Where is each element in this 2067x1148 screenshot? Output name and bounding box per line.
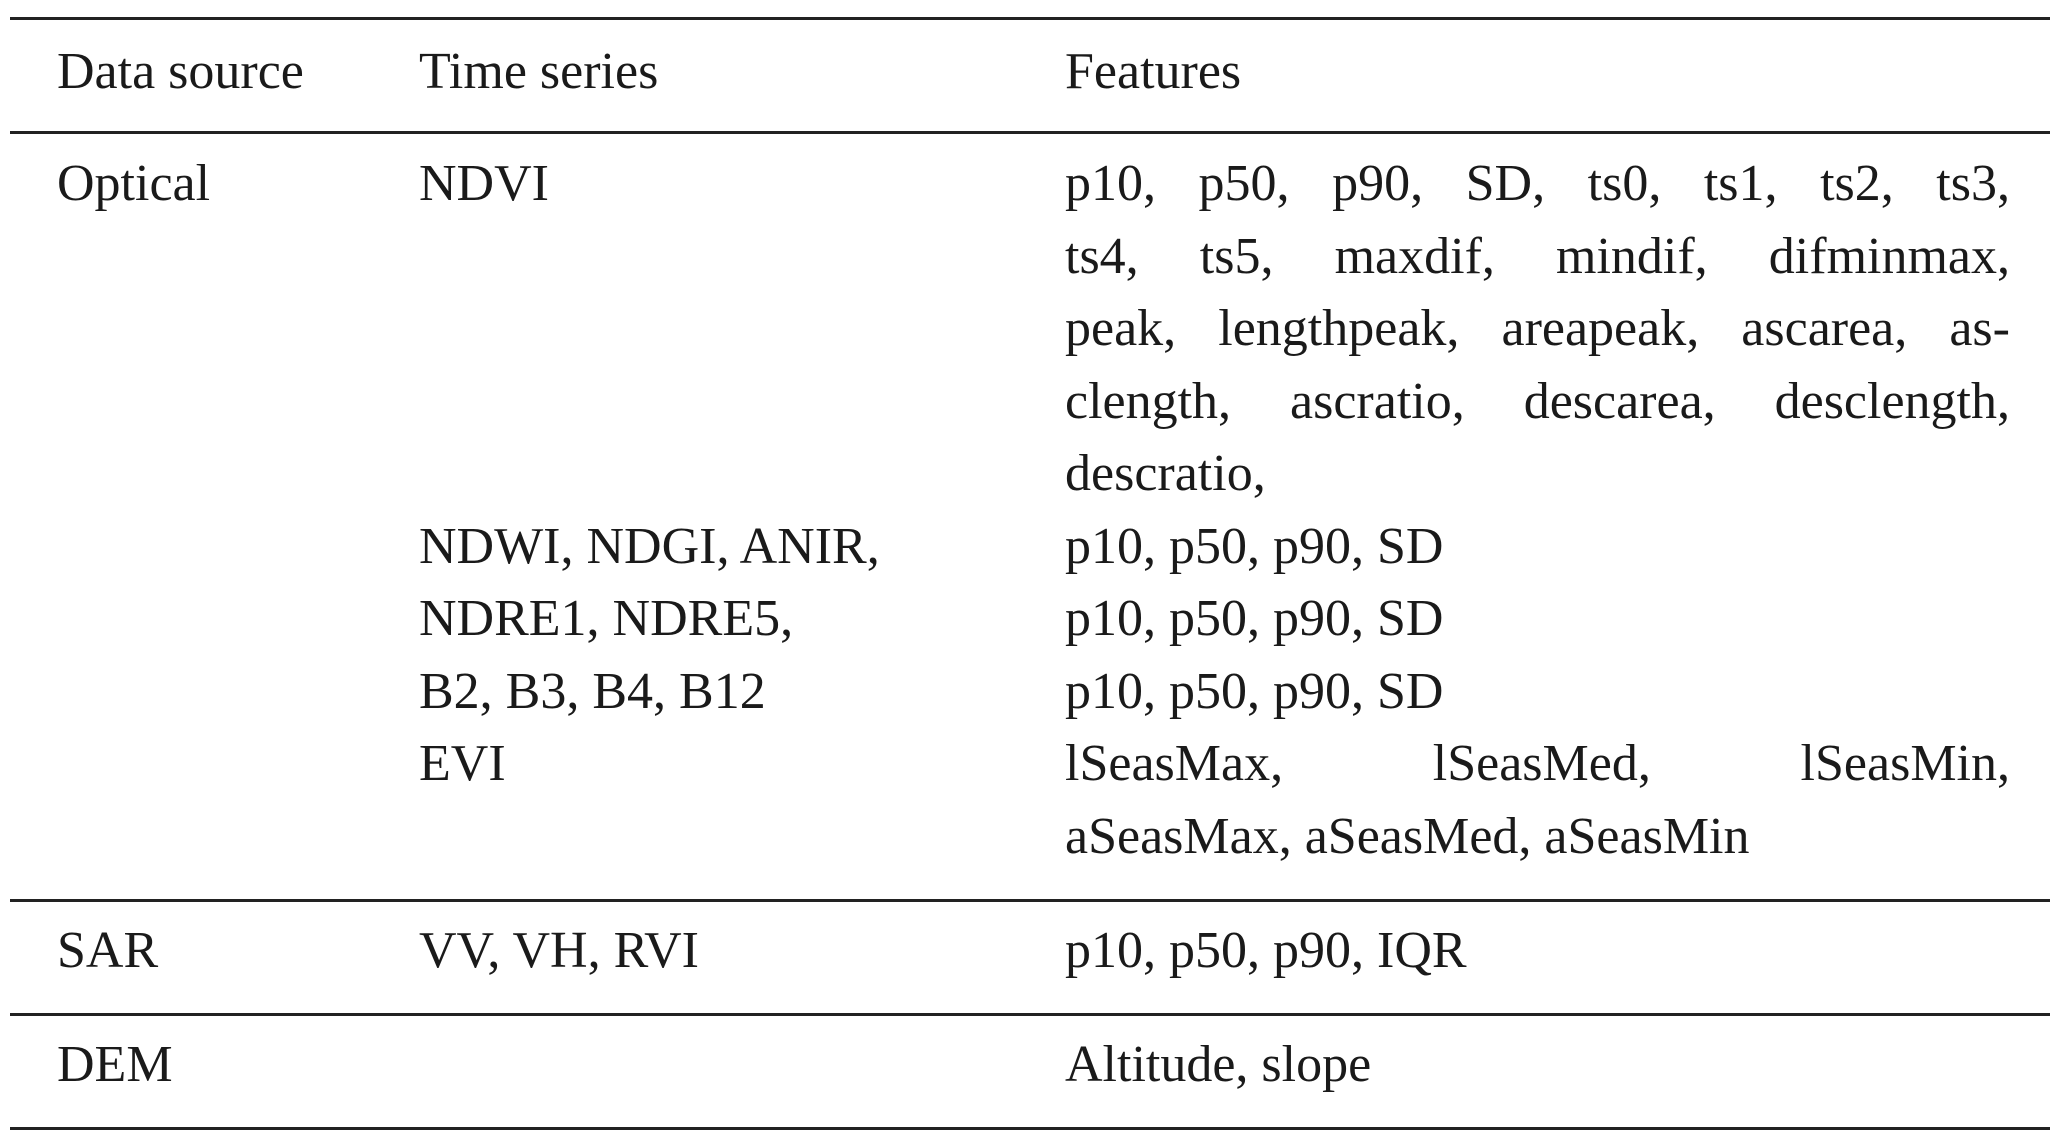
group-rule: [10, 899, 2050, 902]
time-series: B2, B3, B4, B12: [419, 662, 766, 720]
time-series: NDWI, NDGI, ANIR,: [419, 517, 880, 575]
features-line: p10, p50, p90, SD, ts0, ts1, ts2, ts3,: [1065, 155, 2010, 212]
features-line: clength, ascratio, descarea, desclength,: [1065, 372, 2010, 430]
features-line: lSeasMax, lSeasMed, lSeasMin,: [1065, 735, 2010, 792]
data-source: DEM: [57, 1035, 173, 1093]
bottom-rule: [10, 1127, 2050, 1130]
features-line: aSeasMax, aSeasMed, aSeasMin: [1065, 807, 1750, 865]
time-series: NDVI: [419, 155, 549, 212]
time-series: NDRE1, NDRE5,: [419, 590, 794, 647]
data-source: Optical: [57, 155, 211, 212]
group-rule: [10, 1013, 2050, 1016]
header-cell: Features: [1065, 43, 1242, 100]
features-line: peak, lengthpeak, areapeak, ascarea, as-: [1065, 300, 2010, 357]
time-series: VV, VH, RVI: [419, 921, 699, 979]
features-line: p10, p50, p90, SD: [1065, 662, 1444, 720]
features-line: p10, p50, p90, IQR: [1065, 921, 1467, 979]
top-rule: [10, 16, 2050, 20]
data-source: SAR: [57, 921, 159, 979]
time-series: EVI: [419, 735, 506, 792]
header-cell: Time series: [419, 43, 659, 100]
features-line: Altitude, slope: [1065, 1035, 1372, 1093]
header-cell: Data source: [57, 43, 304, 100]
header-rule: [10, 130, 2050, 134]
features-line: ts4, ts5, maxdif, mindif, difminmax,: [1065, 227, 2010, 285]
features-line: p10, p50, p90, SD: [1065, 590, 1444, 647]
features-line: p10, p50, p90, SD: [1065, 517, 1444, 575]
features-line: descratio,: [1065, 445, 1266, 502]
